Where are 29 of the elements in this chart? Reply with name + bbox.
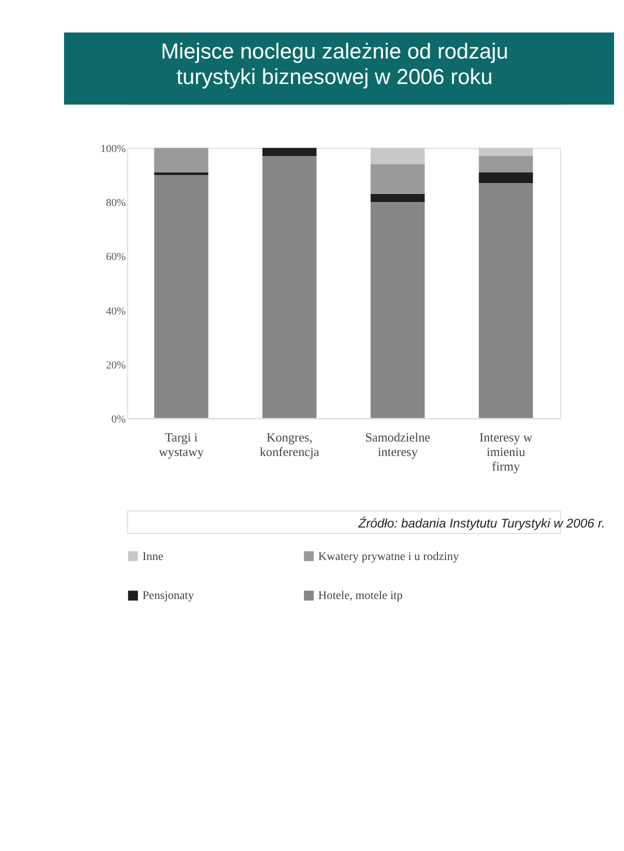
bar (154, 148, 208, 172)
legend-label: Inne (142, 550, 164, 563)
chart-title: Miejsce noclegu zależnie od rodzaju turystyki biznesowej w 2006 roku (160, 38, 508, 89)
legend-label: Hotele, motele itp (318, 589, 403, 602)
x-tick-label: Samodzielne interesy (365, 430, 431, 459)
y-tick-label: 0% (111, 413, 126, 426)
y-tick-label: 100% (100, 142, 126, 155)
bar (478, 172, 533, 184)
bar (370, 194, 425, 202)
bar (154, 174, 208, 418)
bar (370, 148, 425, 164)
bar (154, 172, 208, 175)
x-tick-label: Interesy w imieniu firmy (479, 430, 534, 474)
bar (370, 202, 425, 418)
legend-label: Kwatery prywatne i u rodziny (318, 550, 460, 563)
bar (262, 148, 317, 156)
bar (262, 156, 317, 418)
bar (478, 148, 533, 156)
text: Źródło: badania Instytutu Turystyki w 2006 r. (357, 516, 606, 531)
legend-label: Pensjonaty (142, 589, 194, 602)
y-tick-label: 80% (106, 197, 126, 210)
y-tick-label: 40% (106, 305, 126, 318)
bar (478, 156, 533, 172)
bar (478, 183, 533, 418)
x-tick-label: Targi i wystawy (158, 430, 204, 459)
x-tick-label: Kongres, konferencja (260, 430, 320, 459)
bar (370, 164, 425, 194)
y-tick-label: 20% (106, 359, 126, 372)
y-tick-label: 60% (106, 251, 126, 264)
